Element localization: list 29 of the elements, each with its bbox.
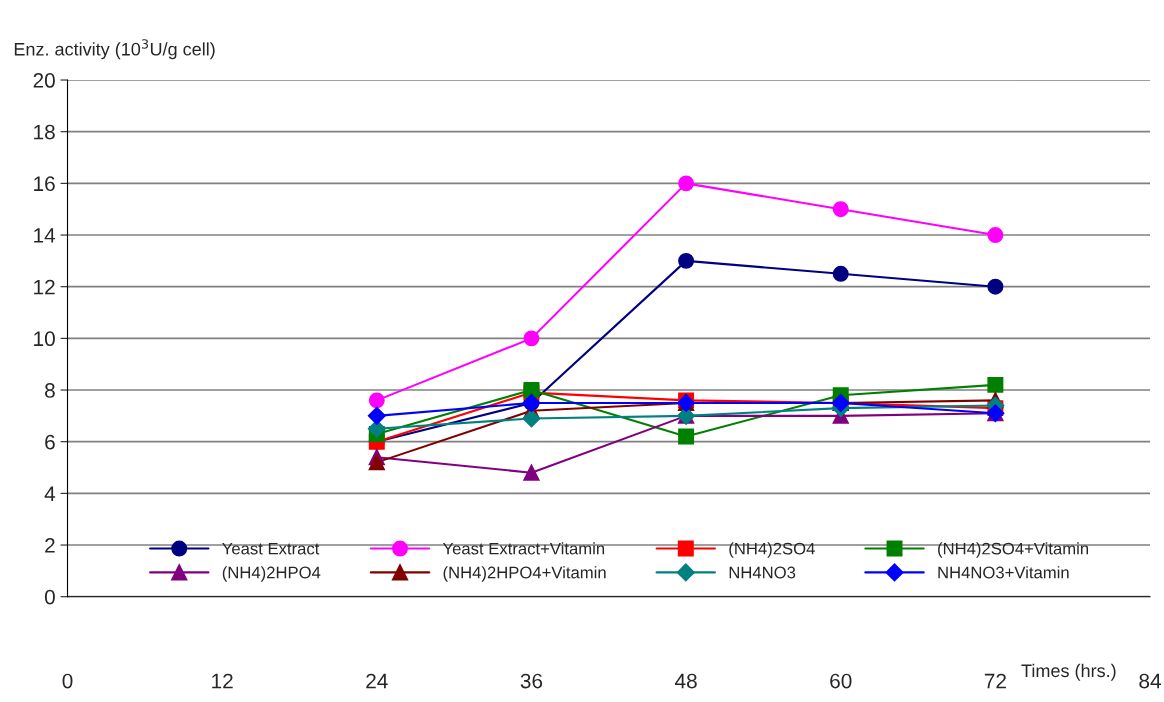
y-axis-title: Enz. activity (10$^{3}$U/g cell)	[14, 39, 215, 60]
y-tick-label: 0	[44, 589, 55, 605]
legend-label: NH4NO3+Vitamin	[938, 566, 1069, 579]
legend-label: Yeast Extract+Vitamin	[442, 542, 605, 555]
x-tick-label: 48	[674, 673, 697, 689]
y-tick-label: 8	[45, 383, 55, 398]
y-tick-label: 14	[34, 228, 56, 243]
x-tick-label: 24	[366, 673, 388, 689]
x-tick-label: 84	[1139, 673, 1162, 689]
legend-label: (NH4)2HPO4+Vitamin	[443, 566, 606, 582]
legend-label: Yeast Extract	[222, 542, 320, 555]
x-tick-label: 12	[212, 673, 233, 689]
legend-label: NH4NO3	[729, 566, 796, 579]
y-tick-label: 18	[34, 124, 55, 140]
x-axis-title: Times (hrs.)	[1021, 663, 1116, 681]
y-tick-label: 10	[34, 331, 55, 347]
y-tick-label: 12	[34, 279, 55, 295]
y-tick-label: 2	[45, 538, 55, 553]
y-tick-label: 20	[33, 73, 55, 88]
y-tick-label: 16	[34, 176, 55, 192]
y-tick-label: 4	[44, 486, 56, 501]
x-tick-label: 60	[830, 673, 852, 689]
legend-label: (NH4)2HPO4	[222, 566, 321, 582]
y-tick-label: 6	[45, 434, 55, 450]
legend-label: (NH4)2SO4	[729, 542, 815, 558]
x-tick-label: 72	[984, 673, 1006, 689]
x-tick-label: 0	[62, 673, 73, 689]
legend-label: (NH4)2SO4+Vitamin	[938, 542, 1089, 558]
x-tick-label: 36	[520, 673, 543, 689]
